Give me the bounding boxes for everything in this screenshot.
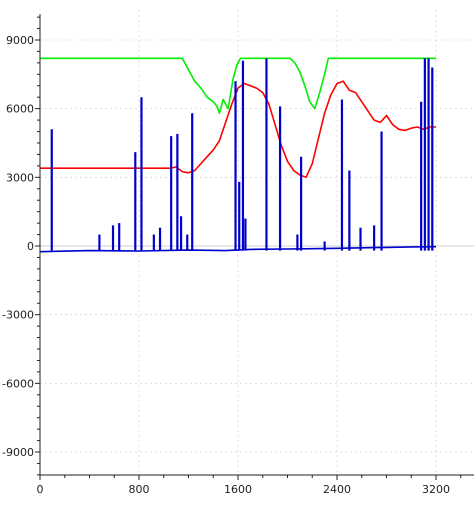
y-tick-label: -6000 (2, 377, 34, 390)
y-tick-label: -9000 (2, 446, 34, 459)
grid (40, 10, 474, 475)
y-tick-label: -3000 (2, 309, 34, 322)
y-tick-label: 9000 (6, 34, 34, 47)
axes: -9000 -6000 -3000 0 3000 6000 9000 0 800 1600 2400… (2, 14, 474, 496)
x-tick-label: 800 (129, 483, 150, 496)
y-tick-label: 6000 (6, 103, 34, 116)
y-tick-label: 0 (27, 240, 34, 253)
series-line-blue (39, 245, 437, 253)
y-tick-label: 3000 (6, 171, 34, 184)
x-tick-label: 3200 (422, 483, 450, 496)
series-line-red (40, 80, 436, 179)
x-tick-label: 2400 (323, 483, 351, 496)
series-layer (39, 57, 437, 253)
x-tick-label: 0 (37, 483, 44, 496)
x-tick-label: 1600 (224, 483, 252, 496)
series-line-green (40, 57, 436, 114)
